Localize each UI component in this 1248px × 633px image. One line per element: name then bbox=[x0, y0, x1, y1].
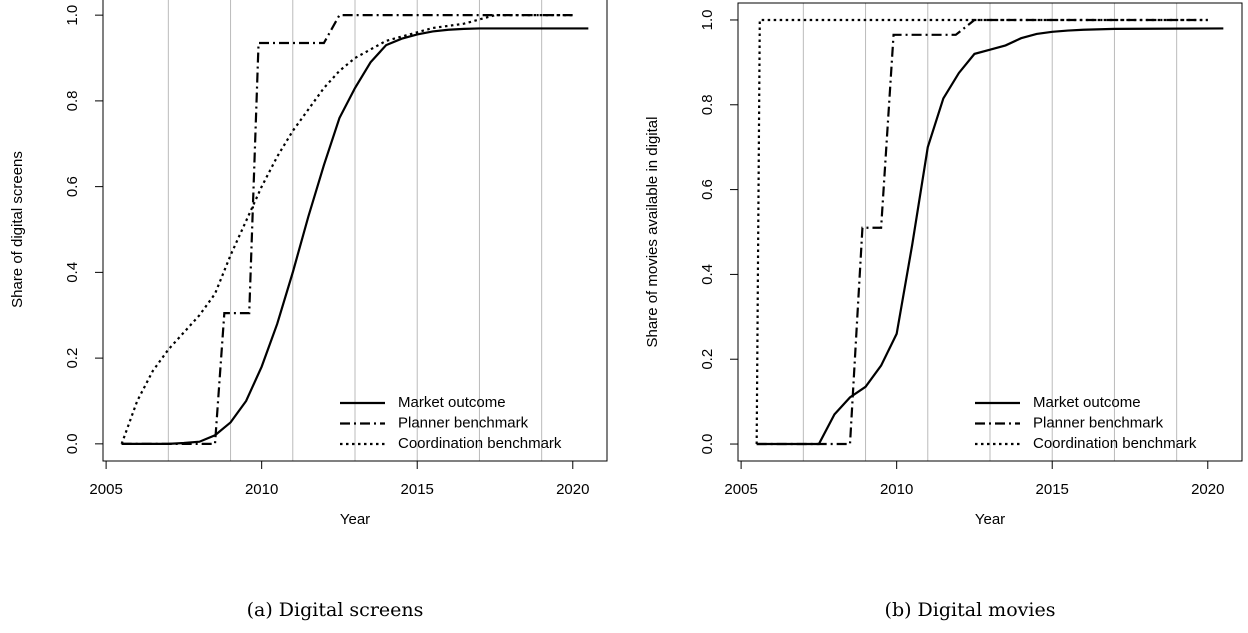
x-tick-label: 2020 bbox=[556, 481, 589, 498]
y-tick-label: 0.6 bbox=[64, 176, 81, 197]
y-tick-label: 0.8 bbox=[699, 94, 716, 115]
y-axis-label: Share of movies available in digital bbox=[644, 117, 661, 348]
y-tick-label: 0.2 bbox=[64, 348, 81, 369]
x-axis-label: Year bbox=[975, 511, 1005, 528]
legend-label: Planner benchmark bbox=[1033, 414, 1164, 431]
y-tick-label: 1.0 bbox=[64, 5, 81, 26]
line-series bbox=[121, 14, 573, 445]
line-series bbox=[120, 14, 573, 445]
y-axis-label: Share of digital screens bbox=[9, 151, 26, 308]
y-tick-label: 0.2 bbox=[699, 349, 716, 370]
x-tick-label: 2015 bbox=[401, 481, 434, 498]
line-series bbox=[756, 18, 1208, 446]
y-tick-label: 0.0 bbox=[64, 433, 81, 454]
legend-label: Market outcome bbox=[398, 394, 506, 411]
x-tick-label: 2020 bbox=[1191, 481, 1224, 498]
x-tick-label: 2015 bbox=[1036, 481, 1069, 498]
x-tick-label: 2010 bbox=[880, 481, 913, 498]
y-tick-label: 0.6 bbox=[699, 179, 716, 200]
legend-label: Market outcome bbox=[1033, 394, 1141, 411]
legend-label: Planner benchmark bbox=[398, 414, 529, 431]
y-tick-label: 1.0 bbox=[699, 10, 716, 31]
y-tick-label: 0.4 bbox=[64, 262, 81, 283]
x-tick-label: 2005 bbox=[724, 481, 757, 498]
line-series bbox=[755, 18, 1208, 445]
y-tick-label: 0.8 bbox=[64, 90, 81, 111]
y-tick-label: 0.0 bbox=[699, 434, 716, 455]
legend-label: Coordination benchmark bbox=[1033, 435, 1197, 452]
legend-label: Coordination benchmark bbox=[398, 435, 562, 452]
y-tick-label: 0.4 bbox=[699, 264, 716, 285]
x-tick-label: 2005 bbox=[89, 481, 122, 498]
caption: (a) Digital screens bbox=[247, 599, 424, 621]
line-series bbox=[756, 27, 1224, 446]
caption: (b) Digital movies bbox=[885, 599, 1056, 621]
x-axis-label: Year bbox=[340, 511, 370, 528]
x-tick-label: 2010 bbox=[245, 481, 278, 498]
